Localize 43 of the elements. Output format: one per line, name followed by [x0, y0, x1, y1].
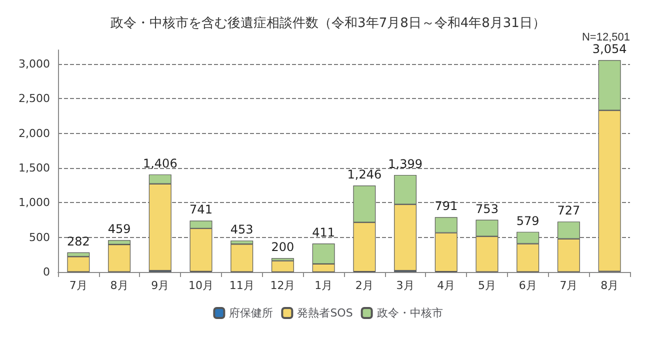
- y-tick-label: 1,000: [18, 196, 50, 210]
- text: N=12,501: [582, 32, 630, 44]
- total-label: 3,054: [592, 42, 627, 56]
- x-tick-label: 10月: [188, 279, 214, 292]
- x-tick-label: 1月: [314, 279, 333, 292]
- x-tick-label: 8月: [600, 279, 619, 292]
- x-tick-label: 7月: [560, 279, 578, 292]
- bar: [230, 244, 254, 272]
- total-label: 453: [230, 222, 254, 237]
- y-tick-label: 2,500: [18, 92, 50, 106]
- y-tick-label: 0: [43, 266, 50, 278]
- legend-label: 政令・中核市: [376, 306, 443, 320]
- x-tick-label: 11月: [229, 279, 254, 292]
- x-tick-label: 12月: [270, 279, 296, 292]
- x-tick-label: 3月: [396, 279, 414, 292]
- x-tick-label: 6月: [518, 279, 537, 292]
- total-label: 1,246: [347, 168, 382, 182]
- total-label: 282: [66, 234, 90, 248]
- total-label: 200: [271, 240, 294, 254]
- x-tick-label: 8月: [110, 279, 128, 292]
- x-tick-label: 9月: [151, 279, 170, 292]
- x-tick-label: 4月: [437, 279, 456, 292]
- total-label: 579: [516, 214, 540, 228]
- total-label: 791: [434, 199, 458, 214]
- y-tick-label: 1,500: [18, 161, 50, 174]
- total-label: 1,399: [388, 156, 422, 171]
- total-label: 1,406: [142, 156, 178, 170]
- chart-title: 政令・中核市を含む後遺症相談件数（令和3年7月8日～令和4年8月31日）: [110, 16, 546, 31]
- bar: [67, 256, 90, 272]
- total-label: 753: [476, 202, 498, 216]
- x-tick-label: 2月: [355, 279, 374, 292]
- y-tick-label: 500: [29, 230, 50, 244]
- y-tick-label: 2,000: [18, 126, 50, 140]
- total-label: 727: [557, 204, 580, 218]
- bar: [271, 260, 294, 272]
- y-tick-label: 3,000: [18, 57, 50, 70]
- x-tick-label: 7月: [69, 279, 88, 292]
- legend-label: 発熱者SOS: [297, 306, 353, 320]
- x-tick-label: 5月: [478, 279, 496, 292]
- total-label: 459: [108, 222, 131, 236]
- legend-label: 府保健所: [229, 306, 274, 320]
- total-label: 741: [190, 202, 212, 217]
- total-label: 411: [312, 225, 336, 240]
